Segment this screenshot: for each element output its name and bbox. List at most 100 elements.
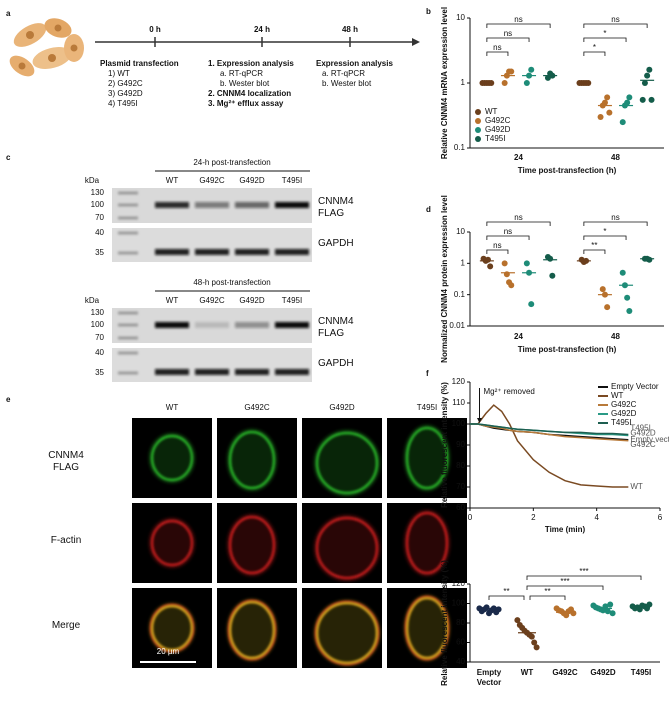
timeline-time: 24 h — [254, 25, 270, 34]
data-point — [646, 256, 653, 263]
data-point — [604, 304, 611, 311]
data-point — [606, 109, 613, 116]
cell-edge — [150, 434, 194, 482]
cell-signal — [226, 428, 278, 492]
protein-band — [195, 322, 229, 328]
protein-band — [275, 249, 309, 255]
protein-band — [275, 322, 309, 328]
marker-label: 35 — [95, 368, 104, 377]
significance-bracket — [526, 585, 604, 590]
cell-signal — [403, 594, 451, 662]
cell-signal — [226, 598, 278, 662]
data-point — [531, 639, 538, 646]
y-tick-label: 40 — [456, 657, 465, 666]
cell-edge — [315, 516, 379, 580]
timeline-arrowhead — [412, 38, 420, 46]
series-line — [470, 423, 629, 442]
y-axis-title: Normalized CNNM4 protein expression leve… — [440, 195, 449, 363]
timeline-step-text: 3. Mg²⁺ efflux assay — [208, 99, 284, 108]
cell-edge — [228, 600, 276, 660]
data-point — [641, 80, 648, 86]
row-label: F-actin — [50, 535, 82, 546]
cell-signal — [313, 429, 381, 497]
cell-signal — [403, 509, 451, 577]
legend-label: T495I — [611, 418, 631, 427]
significance-bracket — [583, 249, 606, 254]
marker-label: 70 — [95, 333, 104, 342]
y-tick-label: 70 — [456, 482, 465, 491]
blot-target: CNNM4 FLAG — [318, 196, 354, 219]
lane-label: G492C — [199, 296, 225, 305]
protein-band — [235, 249, 269, 255]
protein-band — [155, 249, 189, 255]
timeline-step-text: b. Wester blot — [322, 79, 372, 88]
ladder-band — [118, 371, 138, 375]
panel-label: a — [6, 9, 11, 18]
protein-band — [235, 202, 269, 208]
data-point — [528, 66, 535, 73]
y-tick-label: 110 — [452, 398, 465, 407]
marker-label: 100 — [91, 320, 105, 329]
ladder-band — [118, 311, 138, 315]
cell-signal — [313, 599, 381, 667]
legend-label: G492C — [611, 400, 637, 409]
timeline-time: 0 h — [149, 25, 161, 34]
y-tick-label: 10 — [456, 13, 465, 22]
timeline-step-text: 4) T495I — [108, 99, 138, 108]
significance-label: *** — [579, 567, 588, 576]
data-point — [495, 606, 502, 613]
significance-label: * — [603, 227, 606, 236]
significance-bracket — [583, 51, 606, 56]
end-label: Empty vector — [630, 435, 669, 444]
significance-label: ns — [493, 241, 501, 250]
cell-edge — [150, 519, 194, 567]
panel-label: f — [426, 369, 429, 378]
significance-label: ** — [591, 241, 597, 250]
data-point — [484, 256, 491, 263]
x-tick-label: Empty Vector — [476, 668, 502, 687]
significance-bracket — [583, 235, 627, 240]
data-point — [646, 66, 653, 73]
lane-label: G492D — [239, 176, 265, 185]
cell-edge — [315, 431, 379, 495]
significance-bracket — [486, 51, 509, 56]
x-tick-label: 48 — [611, 153, 620, 162]
cell-illustration — [9, 18, 84, 77]
x-tick-label: 24 — [514, 153, 523, 162]
data-point — [624, 294, 631, 301]
significance-bracket — [529, 595, 566, 600]
x-axis-title: Time post-transfection (h) — [518, 345, 617, 354]
blot-target: CNNM4 FLAG — [318, 316, 354, 339]
legend-label: G492C — [485, 116, 511, 125]
protein-band — [155, 202, 189, 208]
cell-edge — [315, 601, 379, 665]
column-label: G492D — [329, 403, 355, 412]
ladder-band — [118, 351, 138, 355]
row-label: CNNM4 FLAG — [48, 450, 84, 473]
lane-label: T495I — [282, 296, 302, 305]
timeline-time: 48 h — [342, 25, 358, 34]
data-point — [597, 113, 604, 120]
legend-marker — [475, 136, 481, 142]
significance-label: * — [603, 29, 606, 38]
nucleus — [18, 62, 26, 70]
data-point — [607, 601, 614, 608]
ladder-band — [118, 231, 138, 235]
y-tick-label: 120 — [452, 377, 466, 386]
data-point — [514, 617, 521, 624]
series-line — [470, 423, 629, 436]
significance-bracket — [486, 23, 551, 28]
significance-bracket — [488, 595, 525, 600]
lane-label: G492D — [239, 296, 265, 305]
data-point — [624, 99, 631, 106]
x-tick-label: 48 — [611, 332, 620, 341]
protein-band — [235, 369, 269, 375]
y-axis-title: Relative fluorescent intensity (%) — [440, 382, 449, 508]
data-point — [508, 282, 515, 289]
protein-band — [155, 369, 189, 375]
significance-label: ns — [611, 15, 619, 24]
data-point — [648, 96, 655, 103]
y-tick-label: 0.1 — [454, 143, 466, 152]
y-tick-label: 0.1 — [454, 290, 466, 299]
nucleus — [54, 24, 62, 32]
